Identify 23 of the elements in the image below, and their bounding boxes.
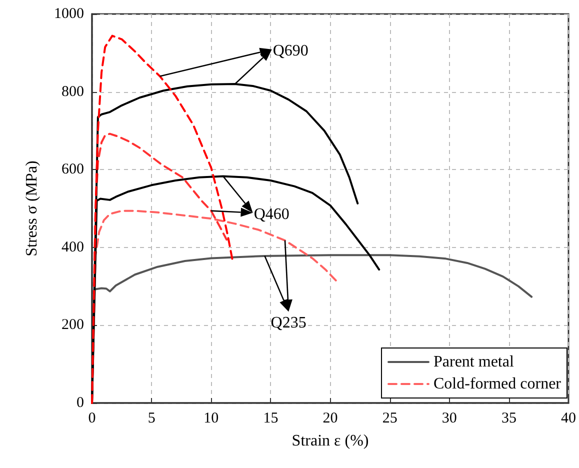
x-tick-label: 35 [501,410,516,426]
x-axis-title: Strain ε (%) [292,432,369,450]
annotation: Q690 [272,42,308,60]
annotation: Q460 [254,206,290,223]
y-tick-label: 200 [62,317,84,334]
x-tick-label: 5 [148,410,156,426]
x-tick-label: 40 [561,410,576,426]
y-tick-label: 800 [62,84,84,100]
y-tick-label: 400 [62,239,84,256]
x-tick-label: 30 [442,410,457,426]
y-tick-label: 600 [62,162,84,178]
x-tick-label: 15 [263,410,278,426]
y-axis-title: Stress σ (MPa) [24,160,40,256]
x-tick-label: 20 [322,410,338,426]
line-series [91,34,234,404]
y-tick-label: 1000 [54,6,84,22]
x-tick-label: 0 [88,410,96,426]
y-tick-label: 0 [76,395,84,411]
x-tick-label: 10 [204,410,219,426]
legend-label: Parent metal [433,354,514,370]
x-tick-label: 25 [382,410,398,426]
annotation: Q235 [270,314,306,332]
legend-label: Cold-formed corner [433,376,562,392]
